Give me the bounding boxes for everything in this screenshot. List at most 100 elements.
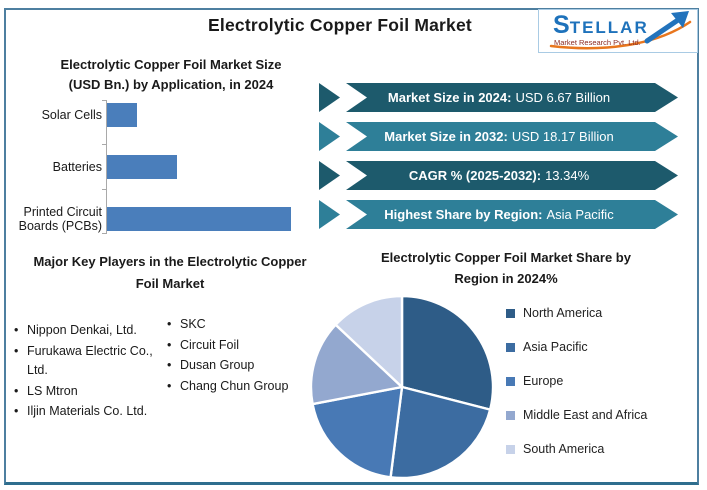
bullet-icon: • [167, 378, 172, 393]
pie-slice-1 [400, 294, 495, 411]
bar-chart-title: Electrolytic Copper Foil Market Size (US… [12, 55, 330, 94]
legend-color-chip [506, 342, 515, 352]
banner-body: CAGR % (2025-2032): 13.34% [346, 161, 678, 190]
banner-chevron-icon [319, 83, 340, 112]
banner-group: Market Size in 2024: USD 6.67 Billion Mark… [319, 83, 678, 323]
banner-chevron-icon [319, 200, 340, 229]
key-player-name: SKC [180, 317, 206, 331]
axis-tick [102, 100, 106, 101]
key-players-title-line2: Foil Market [135, 275, 205, 291]
legend-row: North America [506, 306, 647, 320]
pie-chart-svg [309, 294, 495, 480]
axis-tick [102, 233, 106, 234]
bar-1 [107, 103, 137, 127]
key-player-item: • SKC [167, 315, 327, 335]
legend-row: Middle East and Africa [506, 408, 647, 422]
bar-chart-title-line1: Electrolytic Copper Foil Market Size [60, 57, 282, 72]
key-player-item: • Furukawa Electric Co., Ltd. [14, 342, 166, 381]
banner-1: Market Size in 2024: USD 6.67 Billion [319, 83, 678, 112]
bar-chart-axis [106, 100, 107, 234]
key-player-item: • Iljin Materials Co. Ltd. [14, 402, 166, 422]
bar-category-label: Printed Circuit Boards (PCBs) [18, 205, 102, 233]
page-title: Electrolytic Copper Foil Market [208, 15, 472, 35]
banner-3: CAGR % (2025-2032): 13.34% [319, 161, 678, 190]
logo-brand-initial: S [553, 11, 570, 39]
bullet-icon: • [14, 383, 19, 398]
key-player-item: • Nippon Denkai, Ltd. [14, 321, 166, 341]
key-players-column-2: • SKC • Circuit Foil • Dusan Group • Chang Chun… [167, 315, 327, 397]
pie-legend: North America Asia Pacific Europe Middle Ea… [506, 306, 647, 456]
key-player-name: Iljin Materials Co. Ltd. [27, 404, 148, 418]
key-players-column-1: • Nippon Denkai, Ltd. • Furukawa Electric C… [14, 321, 166, 423]
pie-slice-5 [334, 294, 404, 389]
pie-chart-title-line1: Electrolytic Copper Foil Market Share by [381, 250, 631, 265]
pie-chart-title: Electrolytic Copper Foil Market Share by… [344, 247, 668, 289]
stellar-logo: STELLAR Market Research Pvt. Ltd. [538, 9, 698, 53]
axis-tick [102, 144, 106, 145]
bar-2 [107, 155, 177, 179]
banner-value: USD 6.67 Billion [515, 90, 611, 105]
key-player-name: Circuit Foil [180, 337, 240, 352]
bullet-icon: • [14, 343, 19, 358]
bullet-icon: • [14, 404, 19, 418]
bar-category-label: Batteries [52, 160, 102, 174]
bar-category-label: Solar Cells [41, 108, 102, 122]
bar-3 [107, 207, 291, 231]
key-player-name: Nippon Denkai, Ltd. [27, 323, 137, 337]
key-player-name: Furukawa Electric Co., Ltd. [27, 343, 153, 378]
bar-chart: Solar Cells Batteries Printed Circuit Boar… [10, 100, 315, 236]
key-player-item: • Circuit Foil [167, 336, 327, 356]
pie-chart [307, 292, 497, 482]
outer-frame [4, 8, 699, 485]
banner-2: Market Size in 2032: USD 18.17 Billion [319, 122, 678, 151]
pie-slice-4 [309, 323, 404, 406]
banner-label: Market Size in 2032: [384, 129, 508, 144]
legend-row: Europe [506, 374, 647, 388]
logo-subtitle: Market Research Pvt. Ltd. [554, 38, 641, 47]
pie-chart-title-line2: Region in 2024% [454, 271, 558, 286]
key-players-title-line1: Major Key Players in the Electrolytic Co… [33, 254, 307, 269]
banner-chevron-icon [319, 161, 340, 190]
legend-color-chip [506, 376, 515, 386]
axis-tick [102, 189, 106, 190]
key-players-title: Major Key Players in the Electrolytic Co… [12, 251, 328, 294]
logo-brand-rest: TELLAR [569, 18, 649, 37]
bullet-icon: • [167, 317, 172, 331]
bullet-icon: • [167, 337, 172, 352]
legend-color-chip [506, 308, 515, 318]
banner-value: 13.34% [545, 168, 590, 183]
banner-label: CAGR % (2025-2032): [408, 168, 542, 183]
banner-chevron-icon [319, 122, 340, 151]
legend-row: Asia Pacific [506, 340, 647, 354]
bullet-icon: • [14, 323, 19, 337]
legend-label: Asia Pacific [523, 340, 588, 354]
bullet-icon: • [167, 358, 172, 372]
key-player-item: • Dusan Group [167, 356, 327, 376]
legend-row: South America [506, 442, 647, 456]
legend-label: North America [523, 306, 603, 320]
legend-label: Europe [523, 374, 564, 388]
pie-slice-3 [311, 385, 404, 479]
banner-label: Market Size in 2024: [387, 90, 512, 105]
legend-color-chip [506, 444, 515, 454]
key-player-name: Dusan Group [180, 358, 255, 372]
key-player-name: Chang Chun Group [180, 378, 289, 393]
logo-arrow-icon [549, 11, 692, 50]
bar-chart-title-line2: (USD Bn.) by Application, in 2024 [68, 76, 274, 92]
banner-body: Market Size in 2024: USD 6.67 Billion [346, 83, 678, 112]
logo-brand-text: STELLAR [553, 11, 649, 40]
pie-slice-2 [389, 385, 492, 480]
legend-color-chip [506, 410, 515, 420]
legend-label: South America [523, 442, 605, 456]
key-player-item: • Chang Chun Group [167, 377, 327, 397]
key-player-item: • LS Mtron [14, 382, 166, 402]
key-player-name: LS Mtron [27, 383, 78, 398]
legend-label: Middle East and Africa [523, 408, 648, 422]
banner-body: Highest Share by Region: Asia Pacific [346, 200, 678, 229]
banner-value: USD 18.17 Billion [511, 129, 614, 144]
banner-body: Market Size in 2032: USD 18.17 Billion [346, 122, 678, 151]
banner-4: Highest Share by Region: Asia Pacific [319, 200, 678, 229]
banner-label: Highest Share by Region: [384, 207, 543, 222]
banner-value: Asia Pacific [546, 207, 614, 222]
